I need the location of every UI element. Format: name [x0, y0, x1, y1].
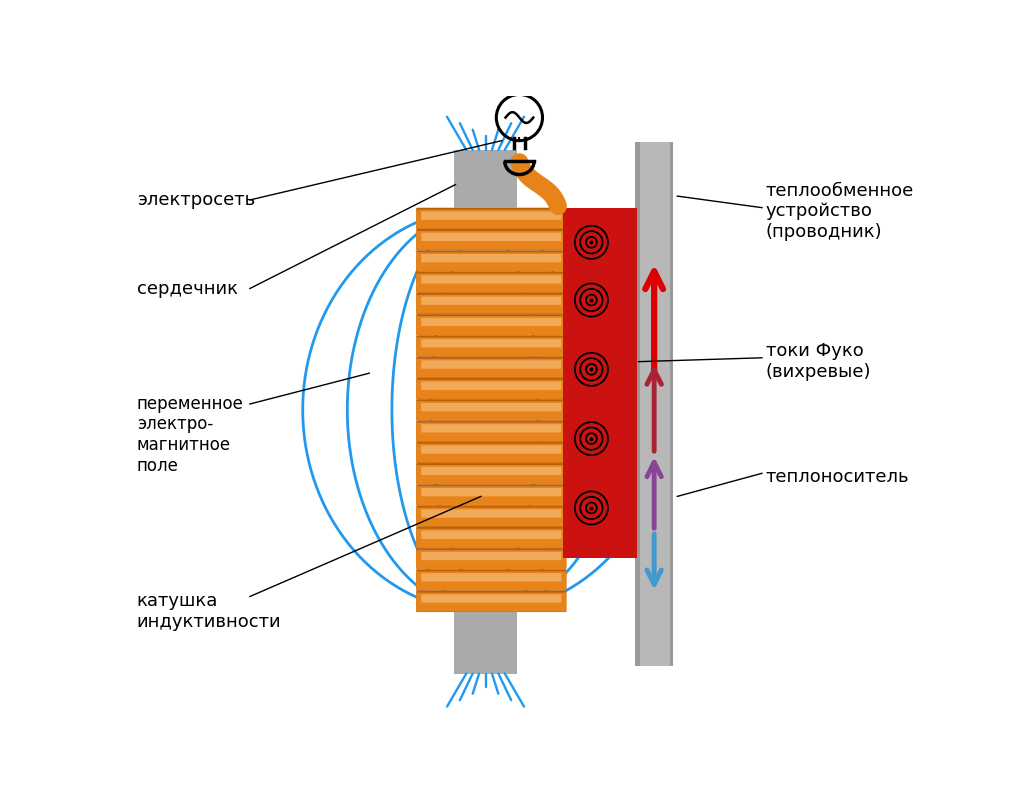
- FancyBboxPatch shape: [421, 573, 561, 582]
- FancyBboxPatch shape: [421, 446, 561, 454]
- FancyBboxPatch shape: [421, 488, 561, 496]
- FancyBboxPatch shape: [416, 210, 566, 229]
- FancyBboxPatch shape: [416, 421, 566, 442]
- FancyBboxPatch shape: [416, 399, 566, 421]
- FancyBboxPatch shape: [416, 507, 566, 526]
- FancyBboxPatch shape: [416, 570, 566, 590]
- FancyBboxPatch shape: [416, 486, 566, 506]
- FancyBboxPatch shape: [421, 254, 561, 262]
- FancyBboxPatch shape: [416, 590, 566, 612]
- FancyBboxPatch shape: [416, 338, 566, 356]
- FancyBboxPatch shape: [416, 293, 566, 314]
- FancyBboxPatch shape: [416, 358, 566, 378]
- FancyBboxPatch shape: [416, 316, 566, 335]
- FancyBboxPatch shape: [421, 275, 561, 283]
- FancyBboxPatch shape: [416, 550, 566, 569]
- FancyBboxPatch shape: [416, 252, 566, 271]
- FancyBboxPatch shape: [416, 208, 566, 229]
- Bar: [635, 142, 640, 666]
- FancyBboxPatch shape: [421, 424, 561, 433]
- Text: токи Фуко
(вихревые): токи Фуко (вихревые): [766, 342, 871, 381]
- Text: электросеть: электросеть: [137, 191, 255, 209]
- Bar: [454, 612, 517, 674]
- FancyBboxPatch shape: [421, 339, 561, 347]
- FancyBboxPatch shape: [421, 552, 561, 560]
- FancyBboxPatch shape: [416, 314, 566, 335]
- FancyBboxPatch shape: [421, 466, 561, 475]
- FancyBboxPatch shape: [416, 548, 566, 570]
- FancyBboxPatch shape: [416, 335, 566, 357]
- Bar: [563, 208, 637, 558]
- FancyBboxPatch shape: [416, 294, 566, 314]
- FancyBboxPatch shape: [421, 403, 561, 411]
- FancyBboxPatch shape: [416, 378, 566, 399]
- Text: катушка
индуктивности: катушка индуктивности: [137, 593, 282, 631]
- FancyBboxPatch shape: [421, 211, 561, 220]
- FancyBboxPatch shape: [416, 444, 566, 462]
- FancyBboxPatch shape: [416, 484, 566, 506]
- FancyBboxPatch shape: [416, 250, 566, 272]
- Bar: [670, 142, 674, 666]
- Text: теплообменное
устройство
(проводник): теплообменное устройство (проводник): [766, 182, 914, 242]
- FancyBboxPatch shape: [416, 271, 566, 293]
- FancyBboxPatch shape: [416, 380, 566, 399]
- FancyBboxPatch shape: [421, 233, 561, 241]
- FancyBboxPatch shape: [416, 465, 566, 484]
- FancyBboxPatch shape: [416, 506, 566, 527]
- FancyBboxPatch shape: [416, 422, 566, 442]
- Text: сердечник: сердечник: [137, 279, 238, 298]
- FancyBboxPatch shape: [421, 510, 561, 518]
- Text: переменное
электро-
магнитное
поле: переменное электро- магнитное поле: [137, 394, 244, 475]
- FancyBboxPatch shape: [416, 401, 566, 420]
- FancyBboxPatch shape: [416, 357, 566, 378]
- FancyBboxPatch shape: [421, 360, 561, 369]
- FancyBboxPatch shape: [416, 463, 566, 484]
- FancyBboxPatch shape: [416, 571, 566, 590]
- FancyBboxPatch shape: [416, 442, 566, 463]
- FancyBboxPatch shape: [421, 530, 561, 539]
- FancyBboxPatch shape: [421, 594, 561, 602]
- FancyBboxPatch shape: [421, 382, 561, 390]
- FancyBboxPatch shape: [416, 274, 566, 293]
- FancyBboxPatch shape: [416, 231, 566, 250]
- FancyBboxPatch shape: [416, 527, 566, 548]
- FancyBboxPatch shape: [421, 318, 561, 326]
- Bar: [454, 150, 517, 208]
- FancyBboxPatch shape: [421, 297, 561, 305]
- Text: теплоноситель: теплоноситель: [766, 468, 909, 486]
- FancyBboxPatch shape: [416, 229, 566, 250]
- Bar: [635, 142, 674, 666]
- FancyBboxPatch shape: [416, 529, 566, 548]
- FancyBboxPatch shape: [416, 593, 566, 612]
